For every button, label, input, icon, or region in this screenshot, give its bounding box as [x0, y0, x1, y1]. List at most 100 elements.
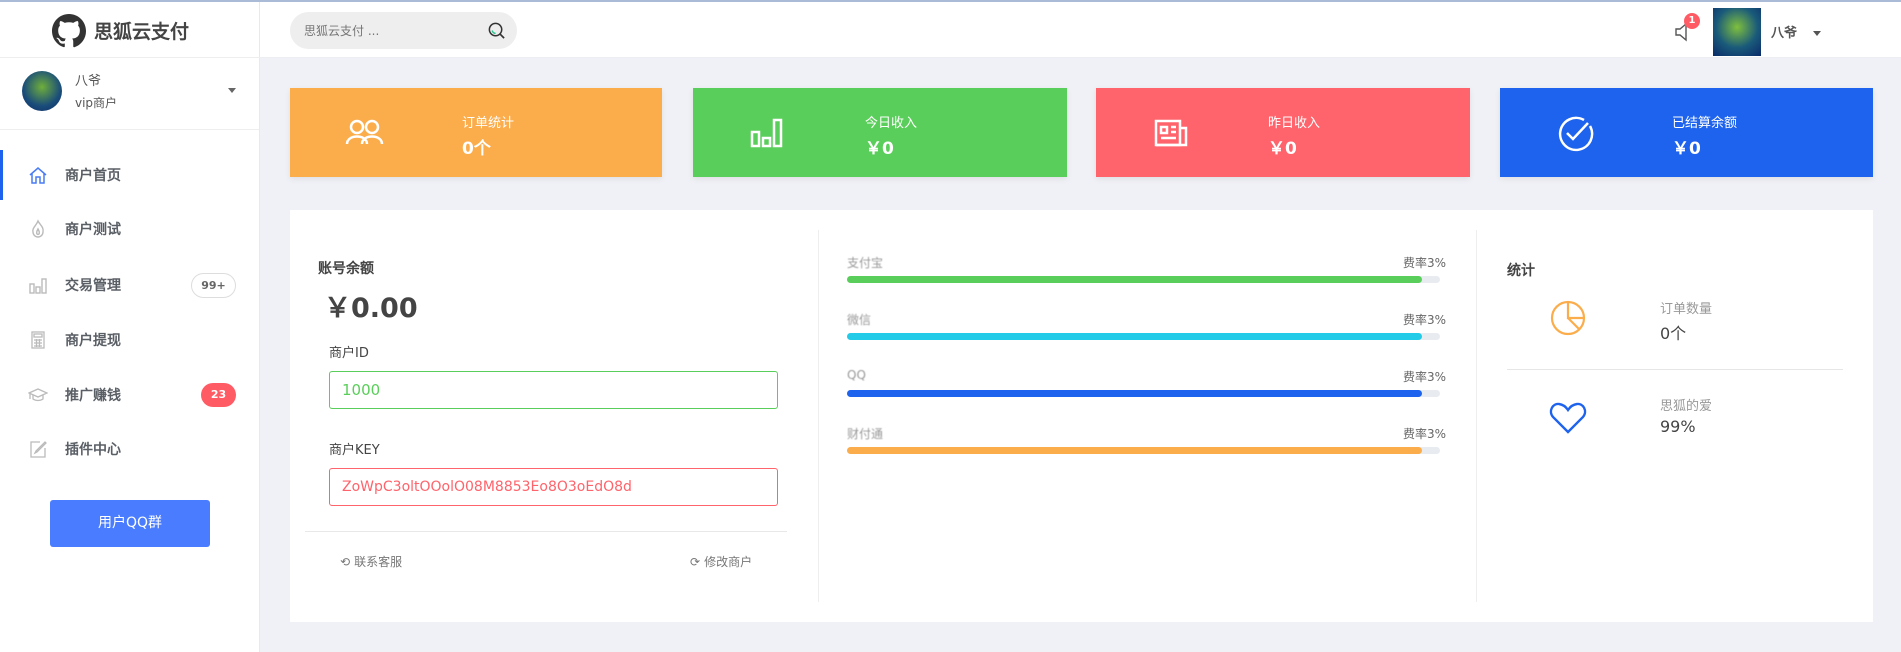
modify-merchant-link[interactable]: ⟳ 修改商户: [690, 553, 752, 570]
sidebar-item-label: 商户测试: [65, 222, 121, 238]
channel-name: QQ: [847, 368, 866, 382]
stats-section: 统计 订单数量 0个 思狐的爱 99%: [1476, 210, 1873, 622]
channel-rate: 费率3%: [1402, 370, 1446, 384]
refresh-icon: ⟳: [690, 554, 701, 569]
sidebar-item-label: 商户提现: [65, 333, 121, 349]
search-icon[interactable]: [487, 21, 506, 40]
progress-fill: [847, 390, 1423, 397]
sidebar-item-label: 插件中心: [65, 442, 121, 458]
card-orders: 订单统计 0个: [290, 88, 662, 177]
clock-icon: ⟲: [340, 554, 351, 569]
caret-down-icon[interactable]: [1813, 31, 1821, 36]
sidebar-item-withdraw[interactable]: 商户提现: [0, 315, 259, 365]
card-title: 订单统计: [462, 116, 515, 131]
notification-badge: 1: [1684, 13, 1700, 29]
balance-value: ￥0.00: [324, 293, 418, 324]
account-section: 账号余额 ￥0.00 商户ID 1000 商户KEY ZoWpC3oltOOol…: [290, 210, 818, 622]
check-circle-icon: [1558, 116, 1594, 152]
brand: 思狐云支付: [0, 2, 260, 58]
progress-track: [847, 333, 1440, 340]
top-header: 1 八爷: [260, 2, 1901, 58]
divider: [818, 230, 819, 602]
top-border: [0, 0, 1901, 2]
progress-track: [847, 447, 1440, 454]
home-icon: [29, 167, 47, 184]
channel-row: 微信 费率3%: [818, 311, 1476, 351]
channel-rate: 费率3%: [1402, 427, 1446, 441]
merchant-id-label: 商户ID: [329, 346, 369, 361]
bar-chart-icon: [750, 118, 783, 148]
merchant-key-field[interactable]: ZoWpC3oltOOolO08M8853Eo8O3oEdO8d: [329, 468, 778, 506]
sidebar-item-test[interactable]: 商户测试: [0, 204, 259, 254]
stat-label: 思狐的爱: [1660, 399, 1713, 414]
stat-value: 99%: [1660, 417, 1696, 436]
avatar: [22, 71, 62, 111]
card-value: ￥0: [1268, 139, 1297, 159]
stat-label: 订单数量: [1660, 302, 1713, 317]
progress-track: [847, 390, 1440, 397]
count-badge: 23: [201, 383, 236, 407]
channel-rate: 费率3%: [1402, 313, 1446, 327]
card-settled-balance: 已结算余额 ￥0: [1500, 88, 1873, 177]
search-box[interactable]: [290, 12, 517, 49]
sidebar-item-promote[interactable]: 推广赚钱 23: [0, 370, 259, 420]
user-role: vip商户: [75, 96, 118, 110]
sidebar-item-label: 交易管理: [65, 278, 121, 294]
edit-icon: [30, 441, 47, 458]
sidebar-item-home[interactable]: 商户首页: [0, 150, 259, 200]
active-indicator: [0, 150, 3, 200]
progress-track: [847, 276, 1440, 283]
stats-title: 统计: [1507, 263, 1535, 279]
sidebar: 思狐云支付 八爷 vip商户 商户首页 商户测试 交易管理 99+ 商户提现 推…: [0, 2, 260, 652]
card-title: 今日收入: [865, 116, 918, 131]
channel-row: QQ 费率3%: [818, 368, 1476, 408]
graduation-cap-icon: [28, 388, 48, 402]
card-value: 0个: [462, 139, 491, 159]
channel-row: 支付宝 费率3%: [818, 254, 1476, 294]
heart-icon: [1549, 402, 1587, 434]
merchant-key-label: 商户KEY: [329, 443, 380, 458]
stat-value: 0个: [1660, 324, 1687, 343]
modify-merchant-label: 修改商户: [704, 555, 753, 569]
progress-fill: [847, 447, 1423, 454]
balance-label: 账号余额: [318, 261, 374, 277]
sidebar-item-transactions[interactable]: 交易管理 99+: [0, 260, 259, 310]
newspaper-icon: [1154, 119, 1188, 147]
progress-fill: [847, 333, 1423, 340]
channel-name: 微信: [847, 313, 872, 327]
sidebar-item-plugins[interactable]: 插件中心: [0, 424, 259, 474]
users-icon: [345, 119, 384, 145]
sidebar-item-label: 商户首页: [65, 168, 121, 184]
divider: [305, 531, 787, 532]
card-today-income: 今日收入 ￥0: [693, 88, 1067, 177]
fire-icon: [32, 219, 44, 238]
search-input[interactable]: [304, 12, 474, 49]
progress-fill: [847, 276, 1423, 283]
sidebar-item-label: 推广赚钱: [65, 388, 121, 404]
header-username[interactable]: 八爷: [1771, 26, 1798, 41]
channel-rates: 支付宝 费率3% 微信 费率3% QQ 费率3% 财付通 费率3%: [818, 210, 1476, 622]
qq-group-button[interactable]: 用户QQ群: [50, 500, 210, 547]
calculator-icon: [31, 331, 45, 349]
card-value: ￥0: [1672, 139, 1701, 159]
app-title: 思狐云支付: [94, 21, 190, 43]
github-icon: [52, 14, 86, 48]
card-title: 已结算余额: [1672, 116, 1738, 131]
caret-down-icon: [228, 88, 236, 93]
contact-support-link[interactable]: ⟲ 联系客服: [340, 553, 402, 570]
user-menu[interactable]: 八爷 vip商户: [0, 58, 259, 130]
count-badge: 99+: [191, 273, 236, 298]
card-yesterday-income: 昨日收入 ￥0: [1096, 88, 1470, 177]
pie-chart-icon: [1550, 300, 1586, 336]
divider: [1476, 230, 1477, 602]
channel-name: 支付宝: [847, 256, 884, 270]
user-name: 八爷: [75, 74, 102, 89]
merchant-id-field[interactable]: 1000: [329, 371, 778, 409]
channel-name: 财付通: [847, 427, 884, 441]
bar-chart-icon: [29, 278, 47, 294]
main-panel: 账号余额 ￥0.00 商户ID 1000 商户KEY ZoWpC3oltOOol…: [290, 210, 1873, 622]
megaphone-icon[interactable]: [1674, 22, 1692, 42]
header-avatar[interactable]: [1713, 8, 1761, 56]
card-title: 昨日收入: [1268, 116, 1321, 131]
channel-row: 财付通 费率3%: [818, 425, 1476, 465]
